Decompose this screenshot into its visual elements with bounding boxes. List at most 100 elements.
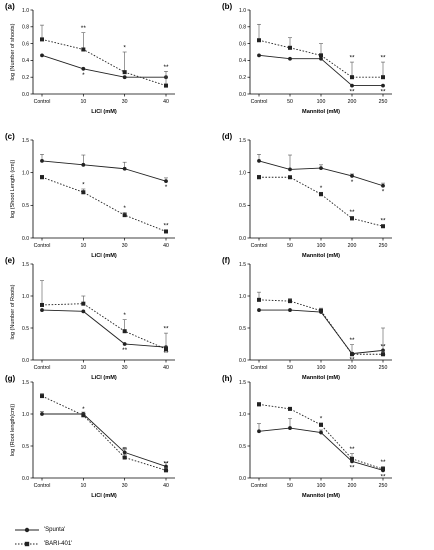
x-tick-label: 10 xyxy=(80,365,86,371)
x-tick-label: 100 xyxy=(317,365,326,371)
data-point xyxy=(381,348,385,353)
y-tick-label: 1.0 xyxy=(239,412,246,418)
x-tick-label: Control xyxy=(251,483,268,489)
series-line xyxy=(41,309,167,348)
data-point xyxy=(122,342,127,346)
data-point xyxy=(122,455,127,460)
x-axis-title: LiCl (mM) xyxy=(91,109,117,115)
significance-label: ** xyxy=(122,447,128,454)
significance-label: * xyxy=(320,415,323,422)
series-spunta: ** ** xyxy=(257,53,386,96)
data-point xyxy=(81,66,86,71)
y-tick-label: 1.0 xyxy=(22,8,29,14)
data-point xyxy=(40,302,44,307)
data-point xyxy=(319,53,323,58)
series-line xyxy=(41,160,167,182)
data-point xyxy=(257,38,261,43)
data-point xyxy=(122,329,127,334)
x-tick-label: 250 xyxy=(379,365,388,371)
y-tick-label: 0.0 xyxy=(239,236,246,242)
series-line xyxy=(41,303,167,350)
series-bari-401: ** ** xyxy=(257,23,386,80)
x-tick-label: 200 xyxy=(348,365,357,371)
y-tick-label: 0.5 xyxy=(239,444,246,450)
x-tick-label: 10 xyxy=(80,243,86,249)
chart-panel: 0.0 0.5 1.0 1.5 Control 10 30 40 LiCl (mM) log (S… xyxy=(5,132,175,259)
y-tick-label: 1.0 xyxy=(239,294,246,300)
y-tick-label: 1.0 xyxy=(239,170,246,176)
significance-label: * xyxy=(382,189,385,196)
x-tick-label: 50 xyxy=(287,483,293,489)
y-tick-label: 0.5 xyxy=(22,203,29,209)
series-bari-401: ** ** xyxy=(257,291,386,357)
x-tick-label: Control xyxy=(251,365,268,371)
x-tick-label: Control xyxy=(251,243,268,249)
y-tick-label: 1.0 xyxy=(239,8,246,14)
data-point xyxy=(350,352,354,357)
x-tick-label: 200 xyxy=(348,483,357,489)
x-tick-label: Control xyxy=(34,483,51,489)
x-tick-label: 40 xyxy=(163,243,169,249)
y-tick-label: 1.0 xyxy=(22,294,29,300)
data-point xyxy=(381,75,385,80)
data-point xyxy=(288,308,292,312)
x-tick-label: 100 xyxy=(317,483,326,489)
significance-label: ** xyxy=(349,89,355,96)
x-tick-label: 50 xyxy=(287,365,293,371)
data-point xyxy=(319,308,323,313)
series-spunta: * xyxy=(40,53,168,80)
significance-label: * xyxy=(123,45,126,52)
data-point xyxy=(288,167,292,172)
data-point xyxy=(81,309,86,314)
data-point xyxy=(381,352,385,357)
significance-label: ** xyxy=(380,353,386,360)
data-point xyxy=(164,179,168,184)
series-spunta: ** ** xyxy=(40,308,169,357)
panel-label: (g) xyxy=(5,374,16,383)
significance-label: * xyxy=(165,184,168,191)
data-point xyxy=(81,162,86,167)
data-point xyxy=(122,70,127,75)
significance-label: * xyxy=(82,406,85,413)
x-tick-label: 200 xyxy=(348,99,357,105)
x-tick-label: 250 xyxy=(379,243,388,249)
x-tick-label: Control xyxy=(251,99,268,105)
series-spunta: ** ** xyxy=(40,411,169,476)
data-point xyxy=(40,412,44,416)
y-tick-label: 0.0 xyxy=(239,358,246,364)
significance-label: * xyxy=(351,179,354,186)
data-point xyxy=(288,175,292,180)
y-tick-label: 0.6 xyxy=(22,41,29,47)
data-point xyxy=(257,308,261,312)
significance-label: ** xyxy=(163,350,169,357)
legend-label-spunta: 'Spunta' xyxy=(44,527,66,533)
significance-label: ** xyxy=(163,64,169,71)
significance-label: ** xyxy=(163,326,169,333)
y-tick-label: 1.5 xyxy=(239,138,246,144)
x-axis-title: LiCl (mM) xyxy=(91,493,117,499)
data-point xyxy=(319,422,323,427)
y-tick-label: 0.6 xyxy=(239,41,246,47)
panel-label: (e) xyxy=(5,256,15,265)
legend-swatch-bari-401 xyxy=(15,541,39,547)
data-point xyxy=(350,83,354,88)
chart-panel: 0.0 0.5 1.0 1.5 Control 50 100 200 250 Mannitol (… xyxy=(222,256,392,381)
chart-panel: 0.0 0.5 1.0 1.5 Control 50 100 200 250 Mannitol (… xyxy=(222,374,392,499)
significance-label: ** xyxy=(163,223,169,230)
data-point xyxy=(381,183,385,188)
significance-label: ** xyxy=(81,25,87,32)
series-line xyxy=(42,413,167,467)
panel-label: (b) xyxy=(222,2,233,11)
y-tick-label: 0.5 xyxy=(239,326,246,332)
data-point xyxy=(164,229,168,234)
series-line xyxy=(41,395,167,471)
x-axis-title: Mannitol (mM) xyxy=(302,493,340,499)
y-axis-title: log (Number of shoots) xyxy=(10,23,16,80)
data-point xyxy=(40,37,44,42)
y-axis-title: log (Root length(cm)) xyxy=(10,404,16,457)
x-tick-label: 40 xyxy=(163,483,169,489)
y-tick-label: 0.5 xyxy=(22,326,29,332)
data-point xyxy=(81,47,86,52)
data-point xyxy=(81,301,86,306)
series-line xyxy=(41,54,166,78)
